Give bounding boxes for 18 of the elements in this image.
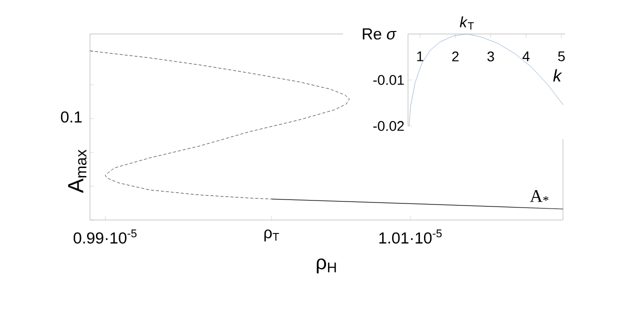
- text: 0.1: [60, 111, 82, 123]
- x-tick-label: 4: [522, 52, 530, 62]
- x-tick-label: 2: [452, 52, 459, 62]
- x-tick-label: ρ$_{T}$: [264, 230, 280, 242]
- x-tick-label: 3: [487, 52, 494, 62]
- x-axis-title: ρ$_{H}$: [316, 258, 336, 274]
- y-tick-label: -0.01: [373, 75, 404, 85]
- series-label: A$_{*}$: [530, 190, 548, 202]
- x-tick-label: 1: [417, 52, 424, 62]
- y-axis-title: A$_{max}$: [68, 150, 86, 194]
- annotation: k$_{T}$: [460, 16, 474, 30]
- y-tick-label: -0.02: [373, 121, 404, 131]
- x-axis-title: k: [553, 69, 562, 82]
- y-axis-title: Re σ: [362, 28, 396, 40]
- x-tick-label: 1.01·10$^{-5}$: [379, 230, 442, 244]
- x-tick-label: 0.99·10$^{-5}$: [74, 230, 137, 244]
- x-tick-label: 5: [558, 52, 565, 62]
- line-series: [408, 34, 564, 126]
